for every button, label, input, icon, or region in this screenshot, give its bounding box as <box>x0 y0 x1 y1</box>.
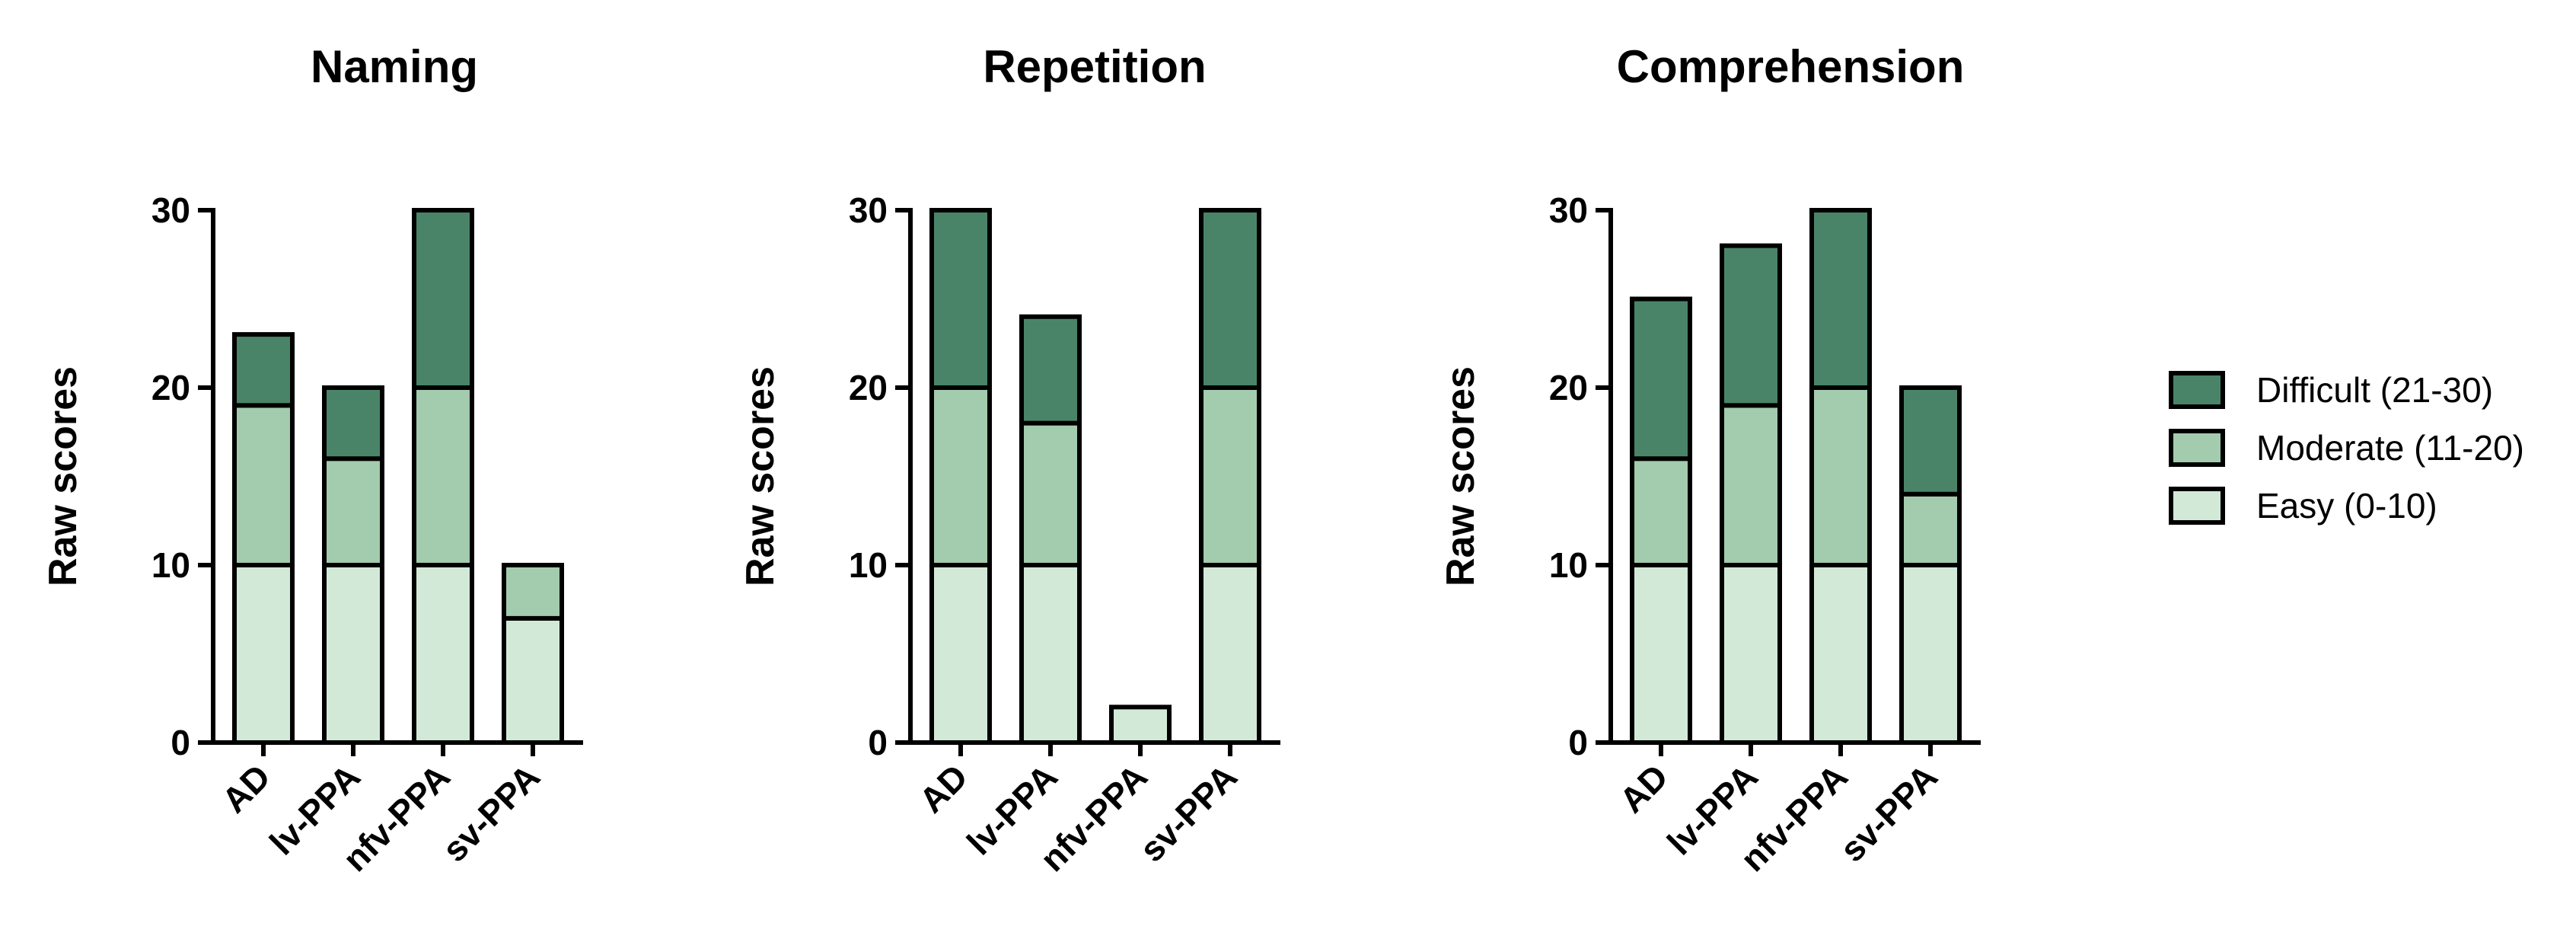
bar-segment-easy-sv-PPA <box>1899 563 1962 745</box>
bar-segment-easy-nfv-PPA <box>412 563 474 745</box>
bar-segment-moderate-sv-PPA <box>502 563 564 621</box>
y-tick-label: 10 <box>849 545 888 585</box>
bar-segment-difficult-lv-PPA <box>322 385 384 462</box>
legend-swatch-difficult <box>2169 371 2225 409</box>
legend: Difficult (21-30) Moderate (11-20) Easy (0… <box>2169 370 2524 526</box>
bar-segment-difficult-sv-PPA <box>1899 385 1962 497</box>
x-tick-label: sv-PPA <box>1132 756 1245 869</box>
bar-segment-easy-lv-PPA <box>1019 563 1082 745</box>
bar-segment-difficult-lv-PPA <box>1019 314 1082 426</box>
y-tick-label: 20 <box>151 368 190 407</box>
bar-segment-difficult-sv-PPA <box>1199 208 1261 390</box>
y-tick-label: 0 <box>1568 723 1588 762</box>
y-tick-label: 20 <box>1549 368 1588 407</box>
bar-segment-difficult-AD <box>929 208 992 390</box>
bar-segment-easy-sv-PPA <box>1199 563 1261 745</box>
bar-segment-easy-AD <box>232 563 295 745</box>
x-tick-label: AD <box>1612 756 1675 820</box>
y-axis-label: Raw scores <box>41 366 85 586</box>
y-tick-label: 20 <box>849 368 888 407</box>
bar-segment-moderate-lv-PPA <box>1019 420 1082 567</box>
legend-item-difficult: Difficult (21-30) <box>2169 370 2493 410</box>
bar-segment-easy-AD <box>929 563 992 745</box>
bar-segment-moderate-nfv-PPA <box>412 385 474 567</box>
legend-label: Easy (0-10) <box>2256 486 2437 526</box>
bar-segment-difficult-lv-PPA <box>1720 243 1782 408</box>
legend-swatch-moderate <box>2169 429 2225 467</box>
chart-title: Naming <box>311 41 478 92</box>
legend-label: Difficult (21-30) <box>2256 370 2493 410</box>
y-axis-label: Raw scores <box>738 366 783 586</box>
legend-item-moderate: Moderate (11-20) <box>2169 428 2524 468</box>
bar-segment-easy-AD <box>1630 563 1692 745</box>
x-tick-label: AD <box>911 756 975 820</box>
bar-segment-moderate-AD <box>929 385 992 567</box>
bar-segment-moderate-lv-PPA <box>322 456 384 568</box>
bar-segment-moderate-nfv-PPA <box>1809 385 1872 567</box>
y-tick-label: 0 <box>868 723 888 762</box>
bar-segment-difficult-AD <box>1630 296 1692 462</box>
legend-item-easy: Easy (0-10) <box>2169 486 2437 526</box>
y-tick-label: 30 <box>849 190 888 230</box>
legend-label: Moderate (11-20) <box>2256 428 2524 468</box>
legend-swatch-easy <box>2169 487 2225 525</box>
bar-segment-difficult-nfv-PPA <box>412 208 474 390</box>
y-axis-label: Raw scores <box>1439 366 1483 586</box>
chart-title: Comprehension <box>1617 41 1965 92</box>
bar-segment-moderate-sv-PPA <box>1899 491 1962 567</box>
bar-segment-moderate-lv-PPA <box>1720 403 1782 567</box>
bar-segment-moderate-AD <box>1630 456 1692 568</box>
bar-segment-easy-nfv-PPA <box>1809 563 1872 745</box>
bar-segment-easy-lv-PPA <box>1720 563 1782 745</box>
y-tick-label: 30 <box>151 190 190 230</box>
y-tick-label: 10 <box>1549 545 1588 585</box>
y-tick-label: 30 <box>1549 190 1588 230</box>
chart-title: Repetition <box>983 41 1206 92</box>
x-tick-label: sv-PPA <box>435 756 547 869</box>
y-tick-label: 0 <box>171 723 190 762</box>
bar-segment-moderate-sv-PPA <box>1199 385 1261 567</box>
bar-segment-easy-nfv-PPA <box>1109 704 1172 746</box>
bar-segment-easy-sv-PPA <box>502 615 564 746</box>
bar-segment-moderate-AD <box>232 403 295 567</box>
x-tick-label: AD <box>214 756 278 820</box>
bar-segment-difficult-AD <box>232 332 295 408</box>
bar-segment-difficult-nfv-PPA <box>1809 208 1872 390</box>
y-tick-label: 10 <box>151 545 190 585</box>
bar-segment-easy-lv-PPA <box>322 563 384 745</box>
x-tick-label: sv-PPA <box>1832 756 1945 869</box>
